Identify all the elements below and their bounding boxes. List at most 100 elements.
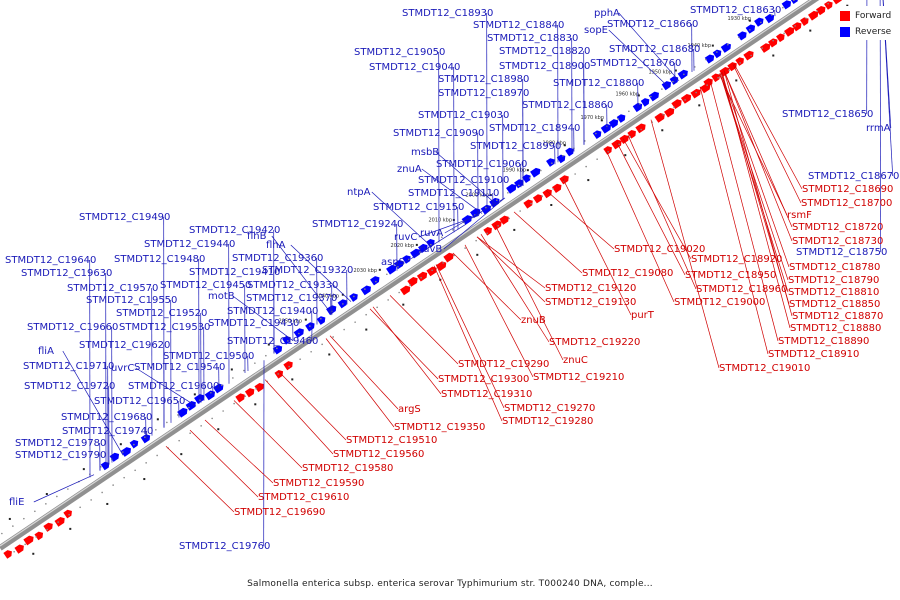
gene-label: STMDT12_C19150 [373,202,464,213]
gene-label: STMDT12_C19540 [134,362,225,373]
leader-line [720,72,790,268]
strand-dot [353,295,355,298]
strand-dot [45,503,47,505]
legend: Forward Reverse [834,6,896,40]
strand-dot [144,436,146,439]
strand-dot [629,136,631,138]
strand-dot [617,117,619,120]
feature-mark [476,253,479,256]
strand-dot [529,177,531,179]
gene-label: msbB [411,147,439,158]
forward-gene [523,199,533,209]
strand-dot [243,369,245,372]
strand-dot [452,229,454,231]
gene-label: STMDT12_C19430 [208,318,299,329]
forward-gene [63,509,72,519]
gene-label: STMDT12_C19360 [232,253,323,264]
gene-label: STMDT12_C19020 [614,244,705,255]
strand-dot [485,206,487,209]
forward-gene [532,194,543,204]
strand-dot [706,84,708,86]
leader-line [627,135,697,290]
dna-backbone [0,0,849,555]
scale-tick: 1940 kbp [687,43,711,49]
forward-gene [690,88,701,99]
reverse-gene [546,158,555,167]
gene-label: STMDT12_C18840 [473,20,564,31]
strand-dot [717,76,719,79]
forward-gene [416,271,428,282]
gene-label: STMDT12_C19080 [582,268,673,279]
feature-mark [341,293,344,296]
reverse-gene [616,114,626,123]
strand-dot [441,236,443,239]
leader-line [882,0,894,177]
reverse-gene [386,264,397,275]
scale-tick: 1930 kbp [727,16,751,22]
scale-tick: 2010 kbp [428,217,452,223]
strand-dot [166,421,168,424]
gene-label: STMDT12_C18730 [792,236,883,247]
reverse-gene [565,147,574,157]
gene-label: STMDT12_C19220 [549,337,640,348]
strand-dot [332,336,334,338]
gene-label: uvrC [111,363,134,374]
gene-label: STMDT12_C18690 [802,184,893,195]
reverse-gene [109,452,120,462]
reverse-gene [608,119,619,129]
leader-line [405,223,467,263]
leader-line [464,244,534,378]
forward-gene [671,99,682,109]
strand-dot [628,110,630,113]
scale-tick: 2040 kbp [315,293,339,299]
strand-dot [386,273,388,276]
forward-gene [743,50,754,61]
reverse-gene [370,276,380,286]
strand-dot [254,362,256,364]
leader-line [723,70,793,317]
leader-line [616,142,686,276]
leader-line [480,233,550,343]
strand-dot [431,269,433,272]
forward-gene [627,130,636,139]
gene-label: ruvA [420,228,443,239]
forward-gene [619,134,629,145]
strand-dot [46,528,48,531]
forward-gene [654,113,665,123]
strand-dot [276,347,278,350]
leader-line [277,370,347,441]
reverse-gene [648,91,659,102]
reverse-gene [720,43,731,53]
feature-mark [32,552,35,555]
reverse-gene [185,401,196,411]
strand-dot [749,29,751,31]
forward-gene [768,38,778,48]
gene-label: STMDT12_C18900 [499,61,590,72]
gene-label: STMDT12_C18910 [768,349,859,360]
gene-label: STMDT12_C19310 [441,389,532,400]
strand-dot [145,462,147,464]
leader-line [733,63,803,190]
strand-dot [475,239,477,242]
gene-label: STMDT12_C18650 [782,109,873,120]
reverse-gene [640,98,650,107]
strand-dot [1,532,3,535]
forward-gene [407,277,418,287]
strand-dot [397,266,399,268]
gene-label: STMDT12_C18630 [690,5,781,16]
legend-forward-label: Forward [855,11,892,21]
strand-dot [464,247,466,249]
leader-line [189,429,259,498]
forward-gene [824,1,833,10]
strand-dot [562,154,564,157]
feature-mark [600,119,603,122]
strand-dot [23,517,25,520]
leader-line [545,190,615,250]
gene-label: STMDT12_C19600 [128,381,219,392]
leader-line [605,149,675,303]
leader-line [608,29,670,88]
feature-mark [526,169,529,172]
gene-label: STMDT12_C18670 [808,171,899,182]
strand-dot [672,80,674,83]
